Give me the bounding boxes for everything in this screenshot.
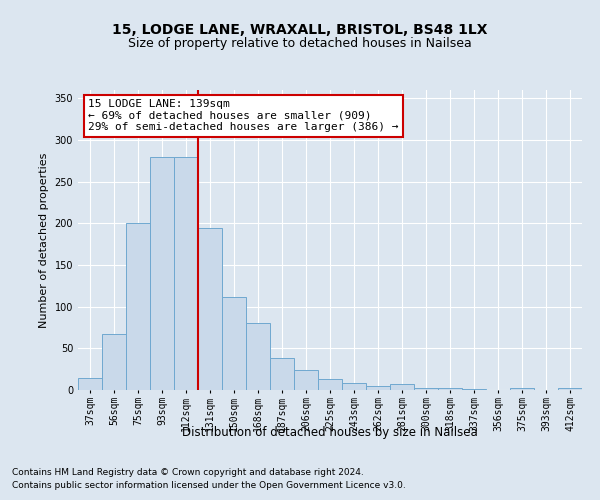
Text: 15 LODGE LANE: 139sqm
← 69% of detached houses are smaller (909)
29% of semi-det: 15 LODGE LANE: 139sqm ← 69% of detached …	[88, 99, 398, 132]
Text: 15, LODGE LANE, WRAXALL, BRISTOL, BS48 1LX: 15, LODGE LANE, WRAXALL, BRISTOL, BS48 1…	[112, 22, 488, 36]
Text: Contains HM Land Registry data © Crown copyright and database right 2024.: Contains HM Land Registry data © Crown c…	[12, 468, 364, 477]
Text: Distribution of detached houses by size in Nailsea: Distribution of detached houses by size …	[182, 426, 478, 439]
Bar	[150, 156, 174, 390]
Bar	[462, 389, 486, 390]
Bar	[318, 379, 342, 390]
Bar	[126, 224, 150, 390]
Bar	[510, 388, 534, 390]
Bar	[102, 334, 126, 390]
Text: Size of property relative to detached houses in Nailsea: Size of property relative to detached ho…	[128, 38, 472, 51]
Bar	[246, 324, 270, 390]
Bar	[438, 388, 462, 390]
Bar	[558, 388, 582, 390]
Bar	[270, 358, 294, 390]
Bar	[366, 386, 390, 390]
Y-axis label: Number of detached properties: Number of detached properties	[39, 152, 49, 328]
Bar	[198, 228, 222, 390]
Bar	[222, 296, 246, 390]
Bar	[390, 384, 414, 390]
Bar	[78, 378, 102, 390]
Bar	[294, 370, 318, 390]
Bar	[174, 156, 198, 390]
Text: Contains public sector information licensed under the Open Government Licence v3: Contains public sector information licen…	[12, 482, 406, 490]
Bar	[342, 384, 366, 390]
Bar	[414, 388, 438, 390]
